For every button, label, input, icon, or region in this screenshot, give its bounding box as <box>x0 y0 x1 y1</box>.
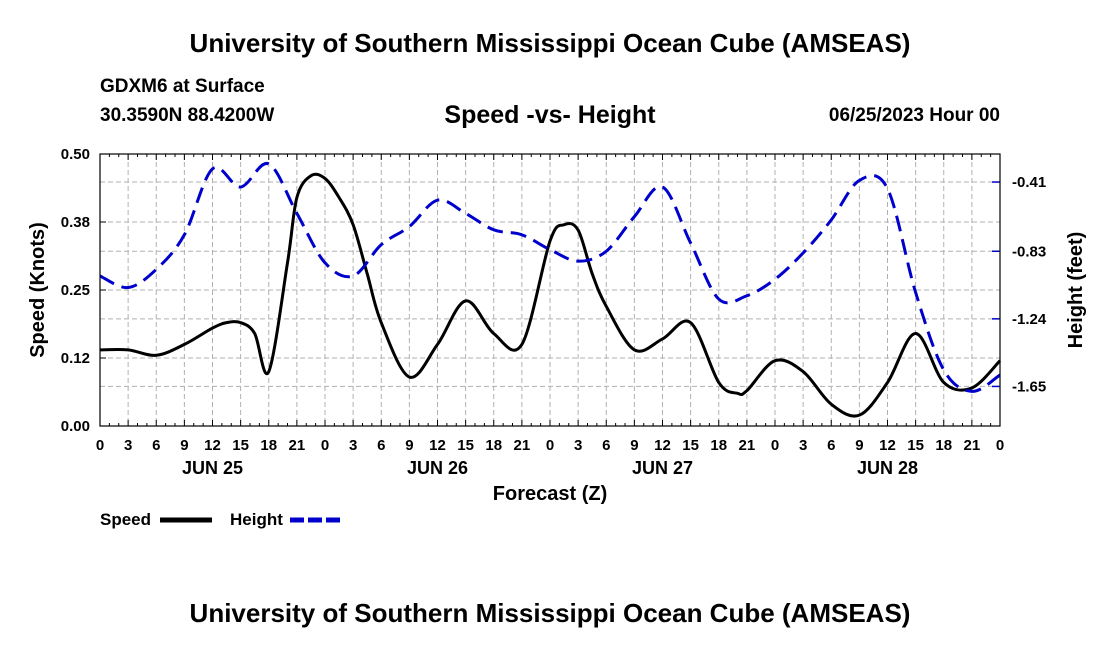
chart-subtitle: Speed -vs- Height <box>444 101 656 129</box>
left-tick-label: 0.12 <box>61 350 90 367</box>
x-tick-label: 9 <box>855 437 863 454</box>
day-label: JUN 25 <box>182 458 243 478</box>
date-line: 06/25/2023 Hour 00 <box>828 105 1000 126</box>
day-label: JUN 27 <box>632 458 693 478</box>
x-tick-label: 21 <box>739 437 756 454</box>
left-tick-label: 0.25 <box>61 282 90 299</box>
footer-title: University of Southern Mississippi Ocean… <box>189 598 911 628</box>
x-tick-label: 3 <box>799 437 807 454</box>
x-tick-label: 9 <box>630 437 638 454</box>
x-tick-label: 12 <box>429 437 446 454</box>
x-tick-label: 3 <box>124 437 132 454</box>
x-tick-label: 18 <box>935 437 952 454</box>
x-tick-label: 0 <box>96 437 104 454</box>
right-axis-title: Height (feet) <box>1065 232 1087 349</box>
x-tick-label: 21 <box>289 437 306 454</box>
plot-frame <box>99 153 1001 427</box>
location-line: 30.3590N 88.4200W <box>100 105 275 126</box>
legend-label-height: Height <box>230 510 283 529</box>
chart-lines <box>99 162 1002 418</box>
speed-height-chart: 0 3 6 9 12 15 18 21 0 3 6 9 12 15 18 21 0 3 6 9 12 15 18 21 0 3 6 9… <box>27 146 1087 529</box>
series-line-speed <box>99 172 1002 418</box>
x-tick-label: 12 <box>204 437 221 454</box>
left-tick-label: 0.00 <box>61 418 90 435</box>
left-axis-title: Speed (Knots) <box>27 222 49 358</box>
x-tick-label: 0 <box>996 437 1004 454</box>
x-tick-label: 12 <box>654 437 671 454</box>
x-tick-label: 12 <box>879 437 896 454</box>
right-tick-label: -1.65 <box>1012 378 1046 395</box>
right-tick-label: -0.41 <box>1012 174 1046 191</box>
x-tick-label: 15 <box>682 437 699 454</box>
x-tick-label: 6 <box>377 437 385 454</box>
legend-label-speed: Speed <box>100 510 151 529</box>
x-tick-label: 3 <box>574 437 582 454</box>
x-tick-label: 0 <box>321 437 329 454</box>
x-tick-label: 18 <box>485 437 502 454</box>
chart-legend: Speed Height <box>100 510 342 529</box>
day-label: JUN 26 <box>407 458 468 478</box>
chart-title: University of Southern Mississippi Ocean… <box>189 28 911 58</box>
x-tick-label: 6 <box>602 437 610 454</box>
chart-grid <box>100 154 1000 426</box>
left-tick-label: 0.50 <box>61 146 90 163</box>
left-tick-label: 0.38 <box>61 214 90 231</box>
series-line-height <box>99 162 1001 393</box>
x-tick-label: 0 <box>771 437 779 454</box>
right-tick-label: -1.24 <box>1012 311 1047 328</box>
x-tick-label: 9 <box>405 437 413 454</box>
x-tick-label: 15 <box>907 437 924 454</box>
model-line: GDXM6 at Surface <box>100 76 265 97</box>
x-tick-label: 18 <box>260 437 277 454</box>
x-tick-label: 21 <box>514 437 531 454</box>
x-tick-label: 15 <box>457 437 474 454</box>
x-tick-label: 15 <box>232 437 249 454</box>
x-tick-label: 0 <box>546 437 554 454</box>
x-tick-label: 6 <box>827 437 835 454</box>
day-label: JUN 28 <box>857 458 918 478</box>
x-tick-label: 18 <box>710 437 727 454</box>
chart-labels: 0 3 6 9 12 15 18 21 0 3 6 9 12 15 18 21 0 3 6 9 12 15 18 21 0 3 6 9… <box>27 146 1087 505</box>
x-tick-label: 21 <box>964 437 981 454</box>
right-tick-label: -0.83 <box>1012 243 1046 260</box>
x-tick-label: 3 <box>349 437 357 454</box>
x-axis-title: Forecast (Z) <box>493 483 607 505</box>
x-tick-label: 9 <box>180 437 188 454</box>
x-tick-label: 6 <box>152 437 160 454</box>
